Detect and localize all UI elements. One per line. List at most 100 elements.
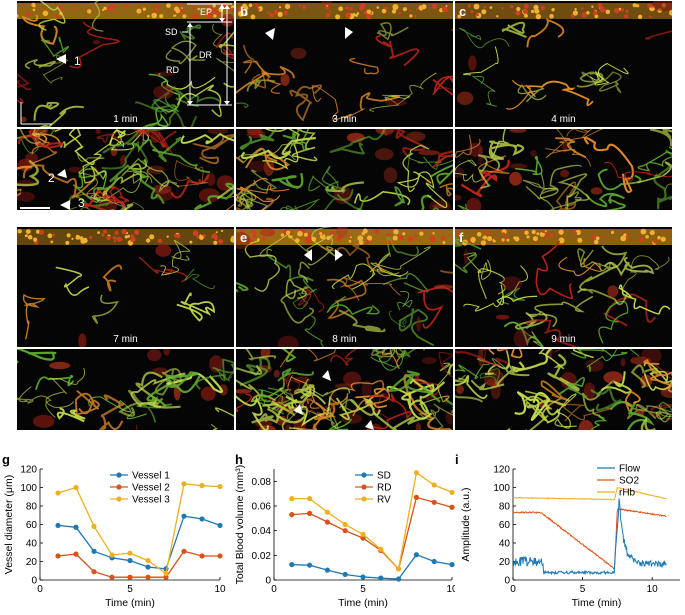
vessel-segment <box>69 201 145 210</box>
red-cell-blob <box>198 188 220 203</box>
vessel-segment <box>215 407 234 417</box>
vessel-segment <box>618 284 671 315</box>
epidermis-speckle <box>79 236 84 241</box>
red-cell-blob <box>495 314 510 320</box>
epidermis-speckle <box>534 8 540 14</box>
epidermis-speckle <box>386 232 391 237</box>
y-tick-label: 100 <box>493 483 510 494</box>
vessel-segment <box>158 179 180 193</box>
panel-label-e: e <box>240 230 248 245</box>
epidermis-speckle <box>402 232 406 236</box>
epidermis-speckle <box>303 232 308 237</box>
vessel-segment <box>397 290 413 311</box>
vessel-segment <box>420 194 432 210</box>
epidermis-speckle <box>71 237 74 240</box>
vessel-segment <box>280 286 315 324</box>
epidermis-speckle <box>545 237 549 241</box>
vessel-segment <box>526 18 565 48</box>
epidermis-speckle <box>445 8 449 13</box>
data-point <box>342 528 348 534</box>
epidermis-speckle <box>238 6 243 12</box>
epidermis-speckle <box>250 14 256 20</box>
vessel-segment <box>455 159 485 183</box>
vessel-segment <box>455 363 485 383</box>
vessel-segment <box>281 349 297 362</box>
epidermis-speckle <box>586 11 590 15</box>
epidermis-speckle <box>111 4 117 10</box>
epidermis-speckle <box>595 236 600 241</box>
epidermis-speckle <box>289 232 293 236</box>
legend-marker <box>361 472 367 478</box>
epidermis-speckle <box>358 240 364 245</box>
epidermis-speckle <box>158 9 162 12</box>
red-cell-blob <box>341 413 363 424</box>
vessel-segment <box>215 32 234 60</box>
vessel-segment <box>146 371 201 407</box>
epidermis-speckle <box>42 10 49 17</box>
epidermis-speckle <box>445 5 448 8</box>
red-cell-blob <box>236 232 251 249</box>
epidermis-speckle <box>205 12 212 19</box>
vessel-segment <box>455 377 483 403</box>
en-face-image-c <box>455 129 672 210</box>
epidermis-speckle <box>482 236 485 239</box>
epidermis-speckle <box>524 14 528 18</box>
vessel-segment <box>432 75 453 96</box>
x-tick-label: 10 <box>214 584 226 595</box>
vessel-segment <box>484 349 510 376</box>
en-face-image-a <box>17 129 234 210</box>
en-face-image-b <box>236 129 453 210</box>
y-tick-label: 80 <box>499 502 511 513</box>
epidermis-speckle <box>325 13 331 18</box>
subsurface-vessels <box>236 22 453 122</box>
data-point <box>73 524 79 530</box>
data-point <box>55 490 61 496</box>
red-cell-blob <box>406 131 426 142</box>
vessel-segment <box>398 308 435 347</box>
epidermis-speckle <box>107 5 113 12</box>
epidermis-speckle <box>647 3 652 8</box>
vessel-segment <box>386 381 446 416</box>
epidermis-speckle <box>27 235 33 240</box>
epidermis-speckle <box>192 230 199 236</box>
epidermis-speckle <box>413 234 418 238</box>
epidermis-speckle <box>173 14 176 17</box>
vessel-segment <box>455 349 509 367</box>
vessel-segment <box>99 394 125 430</box>
vessel-segment <box>455 375 488 399</box>
data-point <box>217 553 223 559</box>
epidermis-speckle <box>157 238 162 243</box>
vessel-segment <box>539 187 582 210</box>
en-face-image-f <box>455 349 672 430</box>
time-label-a: 1 min <box>113 114 138 125</box>
epidermis-speckle <box>306 232 313 238</box>
epidermis-speckle <box>336 235 342 242</box>
vessel-segment <box>349 57 379 75</box>
red-cell-blob <box>260 228 276 237</box>
epidermis-speckle <box>302 5 306 10</box>
data-point <box>91 569 97 575</box>
vessel-segment <box>179 24 202 40</box>
epidermis-speckle <box>181 8 185 12</box>
vessel-segment <box>176 292 215 322</box>
vessel-segment <box>17 349 57 364</box>
data-point <box>91 548 97 554</box>
epidermis-speckle <box>65 240 70 245</box>
red-cell-blob <box>153 85 174 99</box>
epidermis-speckle <box>349 236 352 239</box>
vessel-segment <box>174 159 208 187</box>
x-axis-label: Time (min) <box>105 597 155 609</box>
epidermis-speckle <box>381 8 387 14</box>
panel-label-g: g <box>2 452 10 467</box>
epidermis-speckle <box>126 5 129 8</box>
epidermis-speckle <box>348 239 352 243</box>
x-tick-label: 0 <box>510 584 516 595</box>
epidermis-speckle <box>112 236 117 240</box>
epidermis-speckle <box>539 231 545 237</box>
vessel-segment <box>445 397 453 414</box>
vessel-segment <box>236 184 290 207</box>
epidermis-speckle <box>102 229 108 234</box>
vessel-segment <box>582 381 613 417</box>
red-cell-blob <box>530 150 537 158</box>
epidermis-speckle <box>433 6 436 9</box>
